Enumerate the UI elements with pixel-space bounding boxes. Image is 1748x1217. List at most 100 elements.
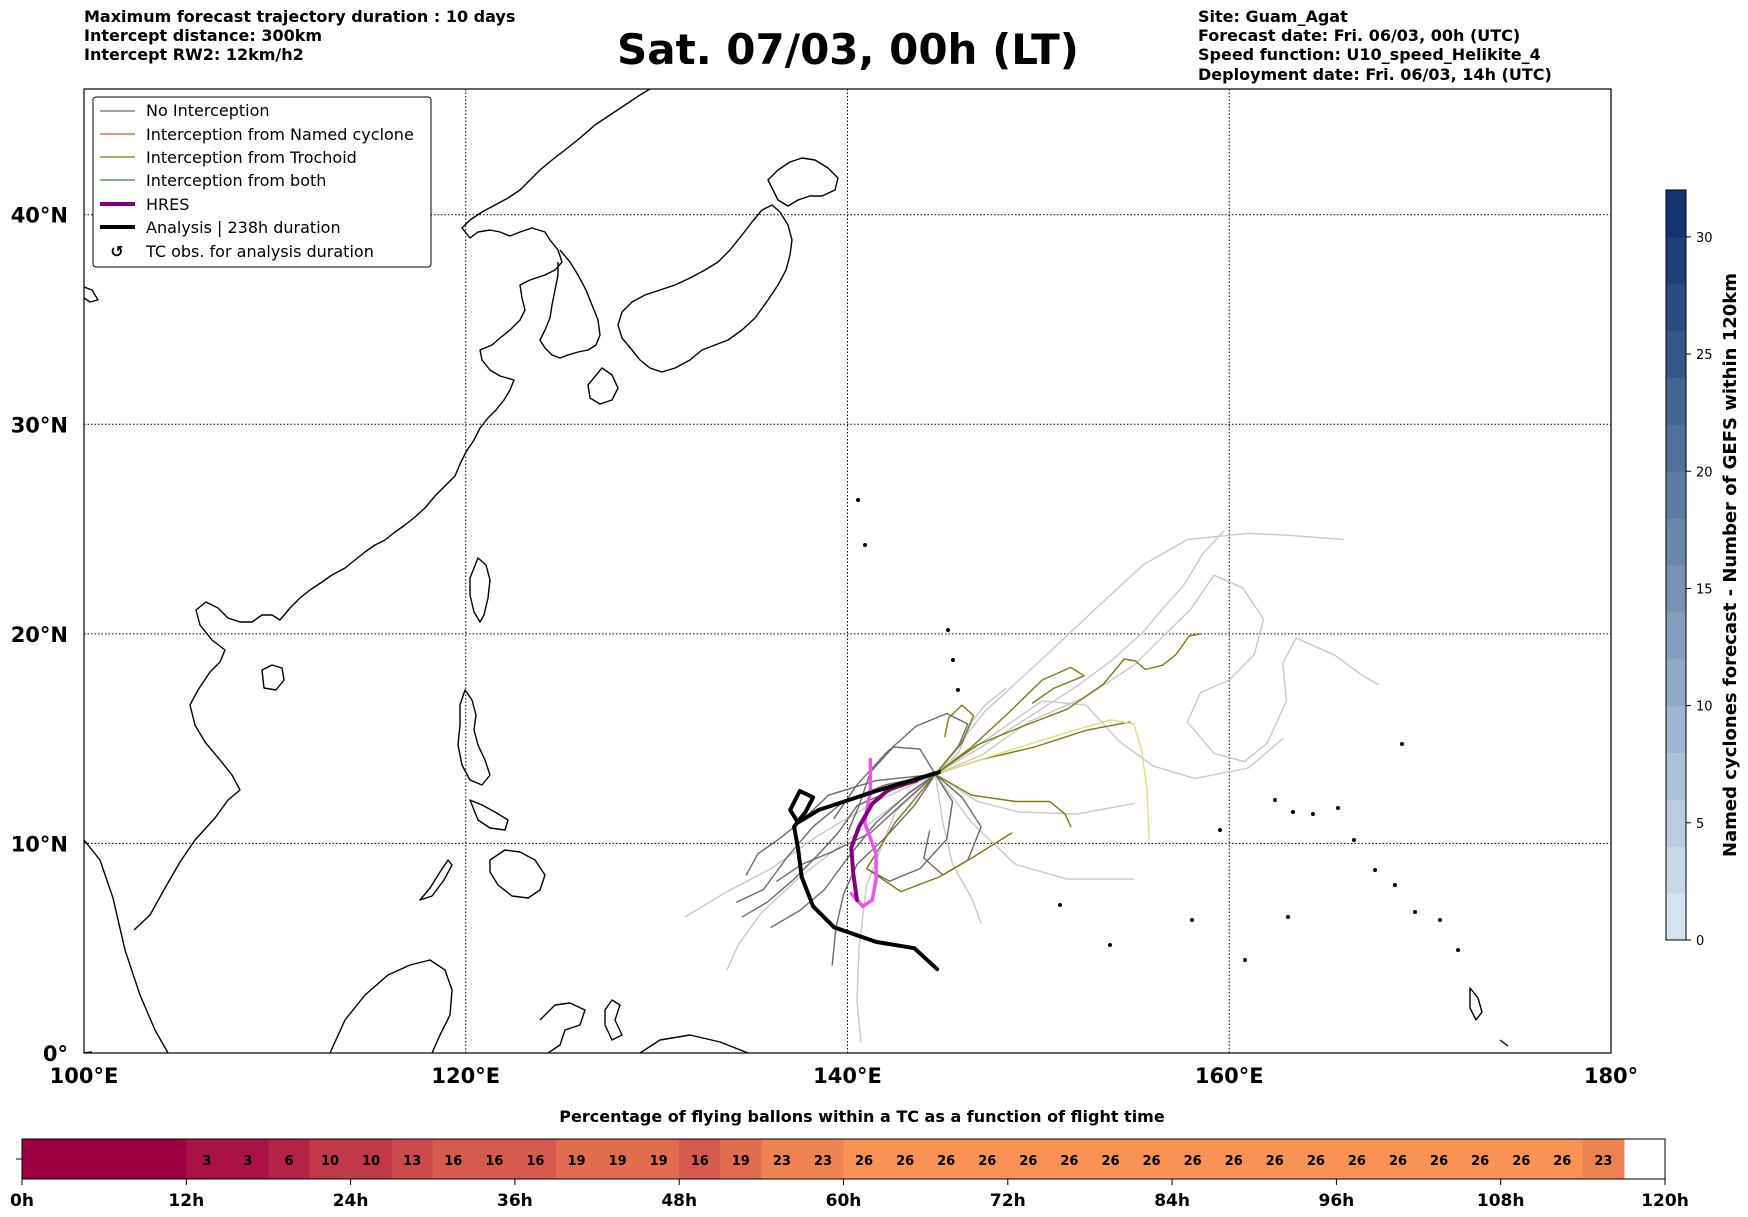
- percentage-value: 19: [567, 1154, 585, 1169]
- island-dot: [1373, 868, 1377, 872]
- percentage-tick-label: 96h: [1319, 1191, 1355, 1211]
- ensemble-track: [856, 773, 936, 1044]
- percentage-cell: [761, 1139, 803, 1179]
- percentage-bar-ticks: 0h 12h 24h 36h 48h 60h 72h 84h 96h 108h 120h: [10, 1179, 1689, 1211]
- percentage-value: 26: [1101, 1154, 1119, 1169]
- ensemble-track: [833, 712, 969, 819]
- percentage-value: 23: [1594, 1154, 1612, 1169]
- ensemble-track: [934, 687, 1007, 775]
- ensemble-track: [934, 666, 1085, 775]
- island-dot: [1273, 798, 1277, 802]
- colorbar-tick-label: 30: [1696, 231, 1713, 246]
- colorbar-cell: [1666, 236, 1686, 285]
- island-dot: [956, 688, 960, 692]
- percentage-cell: [1541, 1139, 1584, 1179]
- percentage-tick-label: 84h: [1154, 1191, 1190, 1211]
- percentage-value: 16: [444, 1154, 462, 1169]
- island-dot: [1400, 742, 1404, 746]
- coastline-japan-hokkaido: [767, 157, 839, 207]
- x-tick-label: 140°E: [813, 1064, 882, 1088]
- header-left-line: Maximum forecast trajectory duration : 1…: [84, 7, 515, 26]
- coastline-borneo: [329, 959, 453, 1053]
- header-right-line: Deployment date: Fri. 06/03, 14h (UTC): [1198, 65, 1552, 84]
- island-dot: [1058, 903, 1062, 907]
- legend-item: No Interception: [100, 101, 270, 120]
- percentage-cell: [514, 1139, 557, 1179]
- percentage-value: 19: [609, 1154, 627, 1169]
- ensemble-track: [934, 574, 1379, 775]
- percentage-cell: [802, 1139, 844, 1179]
- header-right-line: Forecast date: Fri. 06/03, 00h (UTC): [1198, 26, 1520, 45]
- island-dot: [946, 628, 950, 632]
- colorbar-tick-label: 20: [1696, 465, 1713, 480]
- percentage-value: 3: [243, 1154, 252, 1169]
- percentage-cell: [432, 1139, 475, 1179]
- island-dot: [1456, 948, 1460, 952]
- percentage-cell: [350, 1139, 393, 1179]
- trajectory-tracks: [684, 530, 1379, 1044]
- colorbar-cell: [1666, 658, 1686, 707]
- y-tick-label: 0°: [43, 1042, 68, 1066]
- percentage-cell: [309, 1139, 352, 1179]
- y-tick-label: 10°N: [11, 832, 68, 856]
- coastline-visayas: [469, 799, 509, 831]
- island-dot: [951, 658, 955, 662]
- colorbar-tick-label: 5: [1696, 817, 1704, 832]
- island-dot: [1311, 812, 1315, 816]
- island-dot: [1190, 918, 1194, 922]
- y-tick-label: 20°N: [11, 623, 68, 647]
- percentage-cell: [597, 1139, 639, 1179]
- x-tick-label: 120°E: [431, 1064, 500, 1088]
- island-dot: [1286, 915, 1290, 919]
- legend-item: HRES: [100, 195, 189, 214]
- percentage-value: 13: [403, 1154, 421, 1169]
- percentage-cell: [1089, 1139, 1132, 1179]
- percentage-value: 26: [1389, 1154, 1407, 1169]
- map-axis-ticks: 100°E 120°E 140°E 160°E 180° 0° 10°N 20°N 30°N 40…: [11, 204, 1638, 1088]
- percentage-cell: [1295, 1139, 1337, 1179]
- colorbar-title: Named cyclones forecast - Number of GEFS…: [1720, 273, 1741, 857]
- percentage-cell: [1131, 1139, 1173, 1179]
- colorbar-cells: [1666, 190, 1686, 941]
- colorbar-cell: [1666, 565, 1686, 613]
- percentage-value: 16: [485, 1154, 503, 1169]
- ensemble-track: [846, 746, 936, 834]
- percentage-value: 26: [1307, 1154, 1325, 1169]
- island-dot: [856, 498, 860, 502]
- colorbar-cell: [1666, 705, 1686, 753]
- colorbar-tick-label: 0: [1696, 934, 1704, 949]
- colorbar-tick-label: 10: [1696, 700, 1713, 715]
- y-tick-label: 30°N: [11, 413, 68, 437]
- colorbar-cell: [1666, 611, 1686, 660]
- ensemble-track: [934, 532, 1345, 775]
- percentage-cell: [473, 1139, 516, 1179]
- percentage-cell: [227, 1139, 269, 1179]
- colorbar-cell: [1666, 518, 1686, 566]
- percentage-value: 16: [691, 1154, 709, 1169]
- percentage-value: 26: [1471, 1154, 1489, 1169]
- percentage-value: 10: [321, 1154, 339, 1169]
- tc-symbol-icon: ↺: [110, 242, 123, 261]
- percentage-cell: [720, 1139, 762, 1179]
- ensemble-track: [934, 773, 982, 924]
- map-frame: [83, 88, 1612, 1054]
- percentage-cell: [1254, 1139, 1296, 1179]
- colorbar-cell: [1666, 377, 1686, 425]
- percentage-cell: [1007, 1139, 1050, 1179]
- percentage-cell: [1213, 1139, 1255, 1179]
- colorbar-cell: [1666, 190, 1686, 238]
- percentage-cell: [1172, 1139, 1214, 1179]
- percentage-cell: [925, 1139, 968, 1179]
- percentage-value: 26: [978, 1154, 996, 1169]
- percentage-value: 23: [773, 1154, 791, 1169]
- island-dot: [1336, 806, 1340, 810]
- percentage-tick-label: 108h: [1477, 1191, 1525, 1211]
- x-tick-label: 160°E: [1195, 1064, 1264, 1088]
- colorbar-cell: [1666, 846, 1686, 894]
- coastline-mindanao: [489, 849, 546, 899]
- percentage-cell: [22, 1139, 187, 1179]
- percentage-tick-label: 36h: [497, 1191, 533, 1211]
- legend-label: No Interception: [146, 101, 270, 120]
- legend-item: Interception from Trochoid: [100, 148, 357, 167]
